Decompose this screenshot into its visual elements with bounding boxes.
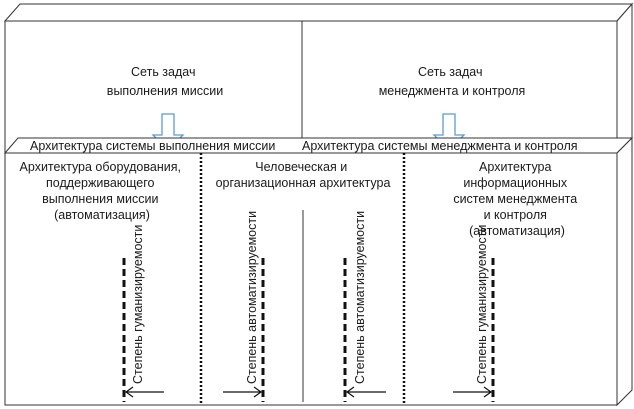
mission-architecture-header: Архитектура системы выполнения миссии xyxy=(30,139,275,153)
axis-label: Степень гуманизируемости xyxy=(131,225,145,384)
axis-label: Степень гуманизируемости xyxy=(475,225,489,384)
top-block-side-face xyxy=(616,2,633,158)
left-arrow-icon xyxy=(345,386,386,398)
right-arrow-icon xyxy=(223,386,263,398)
management-architecture-header: Архитектура системы менеджмента и контро… xyxy=(302,139,578,153)
top-block-top-face xyxy=(3,3,634,22)
top-block xyxy=(3,2,634,158)
bottom-block-front xyxy=(4,152,618,406)
left-arrow-icon xyxy=(124,386,164,398)
right-task-network-label: Сеть задач менеджмента и контроля xyxy=(379,65,526,98)
equipment-architecture-label: Архитектура оборудования, поддерживающег… xyxy=(20,160,185,222)
bottom-block-side-face xyxy=(616,136,633,407)
info-systems-architecture-label: Архитектура информационных систем менедж… xyxy=(453,160,580,238)
bottom-block xyxy=(3,136,634,407)
human-org-architecture-label: Человеческая и организационная архитекту… xyxy=(216,160,391,190)
top-block-front xyxy=(4,20,618,157)
axis-label: Степень автоматизируемости xyxy=(353,211,367,384)
right-arrow-icon xyxy=(453,386,493,398)
left-task-network-label: Сеть задач выполнения миссии xyxy=(107,65,223,98)
axis-label: Степень автоматизируемости xyxy=(245,211,259,384)
